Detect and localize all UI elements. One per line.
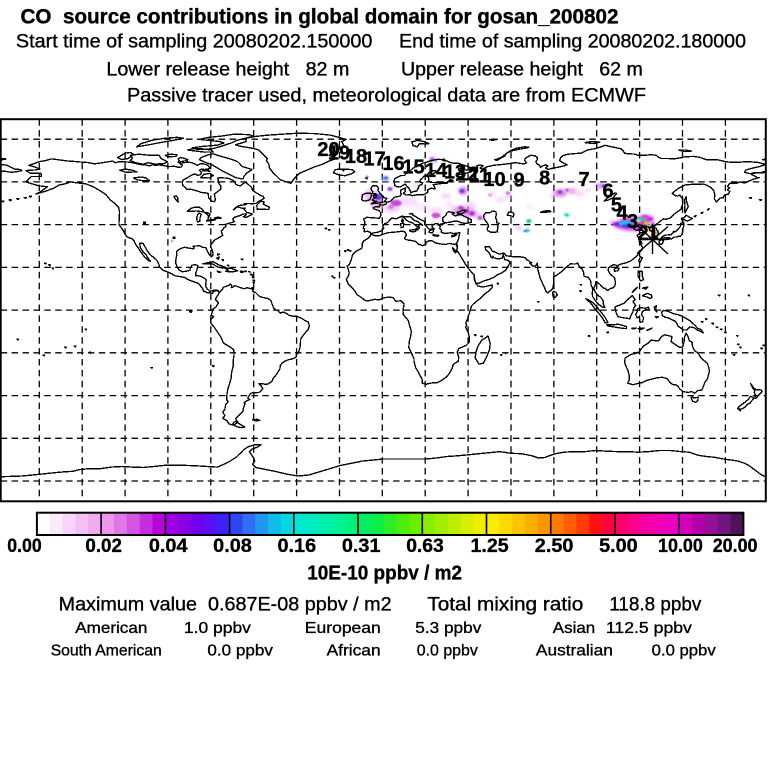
svg-text:4: 4: [616, 203, 628, 225]
svg-text:118.8 ppbv: 118.8 ppbv: [609, 594, 701, 615]
svg-text:0.0 ppbv: 0.0 ppbv: [652, 643, 716, 660]
svg-text:8: 8: [539, 168, 550, 190]
svg-text:0.0 ppbv: 0.0 ppbv: [417, 643, 478, 660]
svg-text:0.02: 0.02: [85, 535, 122, 557]
svg-text:0.0 ppbv: 0.0 ppbv: [207, 643, 273, 660]
svg-text:18: 18: [345, 146, 367, 168]
svg-text:CO source contributions in gl: CO source contributions in global domain…: [21, 5, 619, 28]
svg-text:10E-10 ppbv / m2: 10E-10 ppbv / m2: [307, 563, 462, 585]
svg-text:Upper release height 62 m: Upper release height 62 m: [401, 60, 643, 81]
svg-text:2: 2: [637, 223, 648, 245]
svg-text:European: European: [305, 620, 381, 637]
svg-text:0.00: 0.00: [7, 535, 42, 557]
svg-text:0.04: 0.04: [149, 535, 188, 557]
svg-text:0.08: 0.08: [213, 535, 252, 557]
svg-text:1.25: 1.25: [471, 535, 509, 557]
svg-text:5: 5: [611, 195, 622, 217]
svg-text:Asian: Asian: [553, 620, 595, 637]
svg-text:End time of sampling 20080202.: End time of sampling 20080202.180000: [399, 31, 746, 52]
svg-text:Maximum value 0.687E-08 ppbv: Maximum value 0.687E-08 ppbv / m2: [59, 594, 392, 615]
svg-text:1.0 ppbv: 1.0 ppbv: [184, 620, 251, 637]
svg-text:5.00: 5.00: [599, 535, 638, 557]
svg-text:Lower release height 82 m: Lower release height 82 m: [106, 60, 349, 81]
svg-text:17: 17: [363, 149, 385, 171]
svg-text:3: 3: [627, 211, 638, 233]
svg-text:Passive tracer used, meteorolo: Passive tracer used, meteorological data…: [127, 86, 646, 107]
svg-text:16: 16: [382, 153, 404, 175]
svg-text:6: 6: [602, 181, 613, 203]
svg-text:19: 19: [328, 143, 350, 165]
svg-text:14: 14: [425, 160, 448, 182]
svg-text:2.50: 2.50: [535, 535, 574, 557]
svg-text:7: 7: [578, 169, 589, 191]
svg-text:112.5 ppbv: 112.5 ppbv: [606, 620, 692, 637]
svg-text:Total mixing ratio: Total mixing ratio: [427, 594, 583, 615]
svg-text:20.00: 20.00: [713, 535, 758, 557]
svg-text:10.00: 10.00: [658, 535, 703, 557]
svg-text:20: 20: [317, 139, 339, 161]
svg-text:9: 9: [513, 170, 524, 192]
svg-text:American: American: [75, 620, 147, 637]
svg-text:South American: South American: [51, 643, 162, 660]
svg-text:11: 11: [469, 166, 490, 188]
svg-text:African: African: [327, 643, 381, 660]
svg-text:12: 12: [457, 164, 479, 186]
svg-text:Start time of sampling 2008020: Start time of sampling 20080202.150000: [16, 31, 373, 52]
svg-text:0.31: 0.31: [342, 535, 381, 557]
svg-text:5.3 ppbv: 5.3 ppbv: [415, 620, 481, 637]
svg-text:10: 10: [483, 169, 505, 191]
svg-text:0.16: 0.16: [278, 535, 317, 557]
svg-text:0.63: 0.63: [406, 535, 444, 557]
svg-text:15: 15: [402, 157, 424, 179]
svg-text:13: 13: [444, 162, 466, 184]
svg-text:Australian: Australian: [536, 643, 613, 660]
